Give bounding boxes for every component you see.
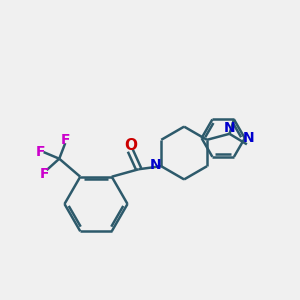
Text: F: F [36, 145, 45, 159]
Text: N: N [150, 158, 162, 172]
Text: N: N [243, 131, 255, 145]
Text: O: O [124, 138, 137, 153]
Text: F: F [61, 133, 70, 146]
Text: N: N [224, 122, 235, 135]
Text: F: F [40, 167, 49, 181]
